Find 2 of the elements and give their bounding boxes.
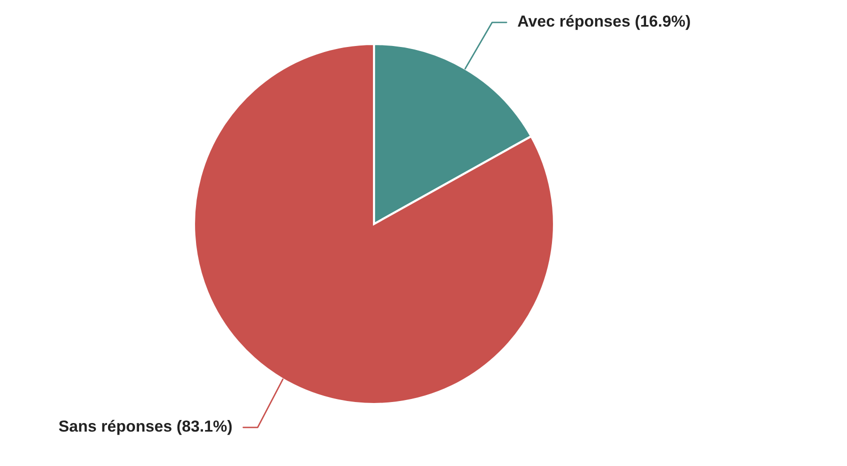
slice-label: Avec réponses (16.9%) [518, 14, 690, 30]
slice-label: Sans réponses (83.1%) [58, 420, 232, 435]
